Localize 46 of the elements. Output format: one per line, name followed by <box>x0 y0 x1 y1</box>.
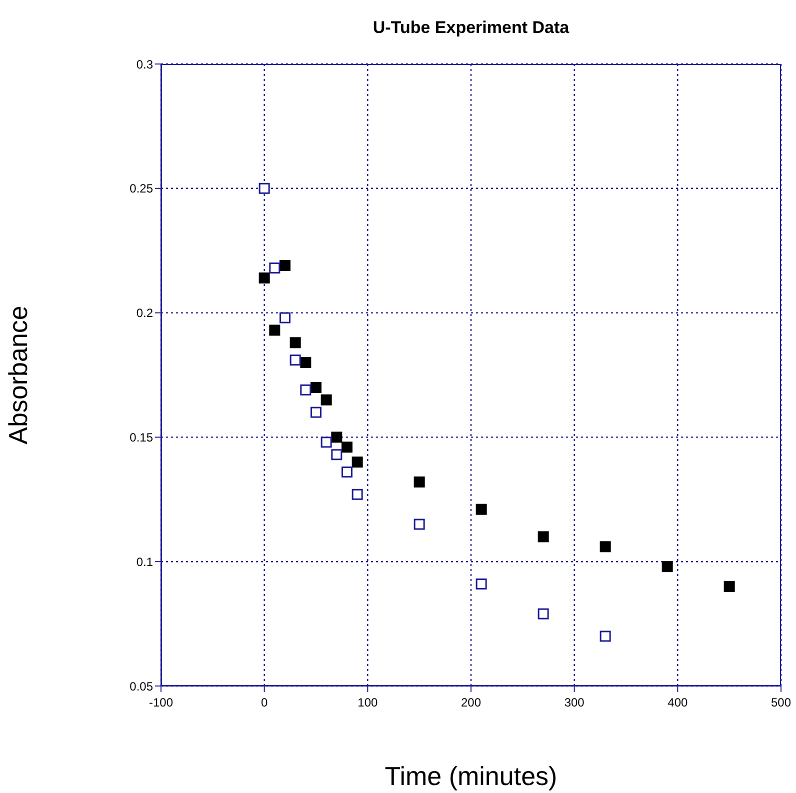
point <box>290 337 301 348</box>
x-tick-label: 400 <box>668 696 688 710</box>
point <box>269 262 280 274</box>
x-tick-label: -100 <box>148 696 174 710</box>
point <box>300 384 312 396</box>
point <box>258 182 270 194</box>
y-tick-label: 0.2 <box>136 306 154 320</box>
point <box>310 382 322 393</box>
point <box>476 504 487 515</box>
point <box>414 518 425 530</box>
y-tick-label: 0.15 <box>130 430 154 444</box>
point <box>269 324 280 336</box>
point <box>280 260 290 272</box>
point <box>538 608 549 620</box>
point <box>476 578 487 590</box>
point <box>300 357 312 368</box>
point <box>538 531 549 542</box>
x-axis-title: Time (minutes) <box>384 761 558 791</box>
point <box>600 630 611 642</box>
y-tick-label: 0.25 <box>130 182 154 196</box>
point <box>342 466 352 478</box>
point <box>414 476 425 488</box>
point <box>600 541 611 552</box>
point <box>280 312 290 324</box>
x-tick-label: 500 <box>770 696 792 710</box>
y-tick-label: 0.3 <box>136 57 154 72</box>
x-tick-label: 100 <box>358 696 378 710</box>
x-tick-label: 300 <box>564 696 585 710</box>
y-tick-label: 0.05 <box>130 679 154 694</box>
y-axis-title: Absorbance <box>3 306 34 444</box>
point <box>310 406 322 418</box>
x-tick-label: 200 <box>460 696 482 710</box>
point <box>352 456 363 468</box>
point <box>342 442 352 453</box>
point <box>724 580 735 592</box>
point <box>331 432 342 443</box>
x-tick-label: 0 <box>260 696 268 710</box>
point <box>352 488 363 500</box>
point <box>662 561 673 572</box>
chart-title: U-Tube Experiment Data <box>372 18 570 38</box>
point <box>258 272 270 284</box>
point <box>320 436 332 448</box>
point <box>331 449 342 460</box>
point <box>290 354 301 366</box>
point <box>320 394 332 406</box>
y-tick-label: 0.1 <box>136 554 154 569</box>
